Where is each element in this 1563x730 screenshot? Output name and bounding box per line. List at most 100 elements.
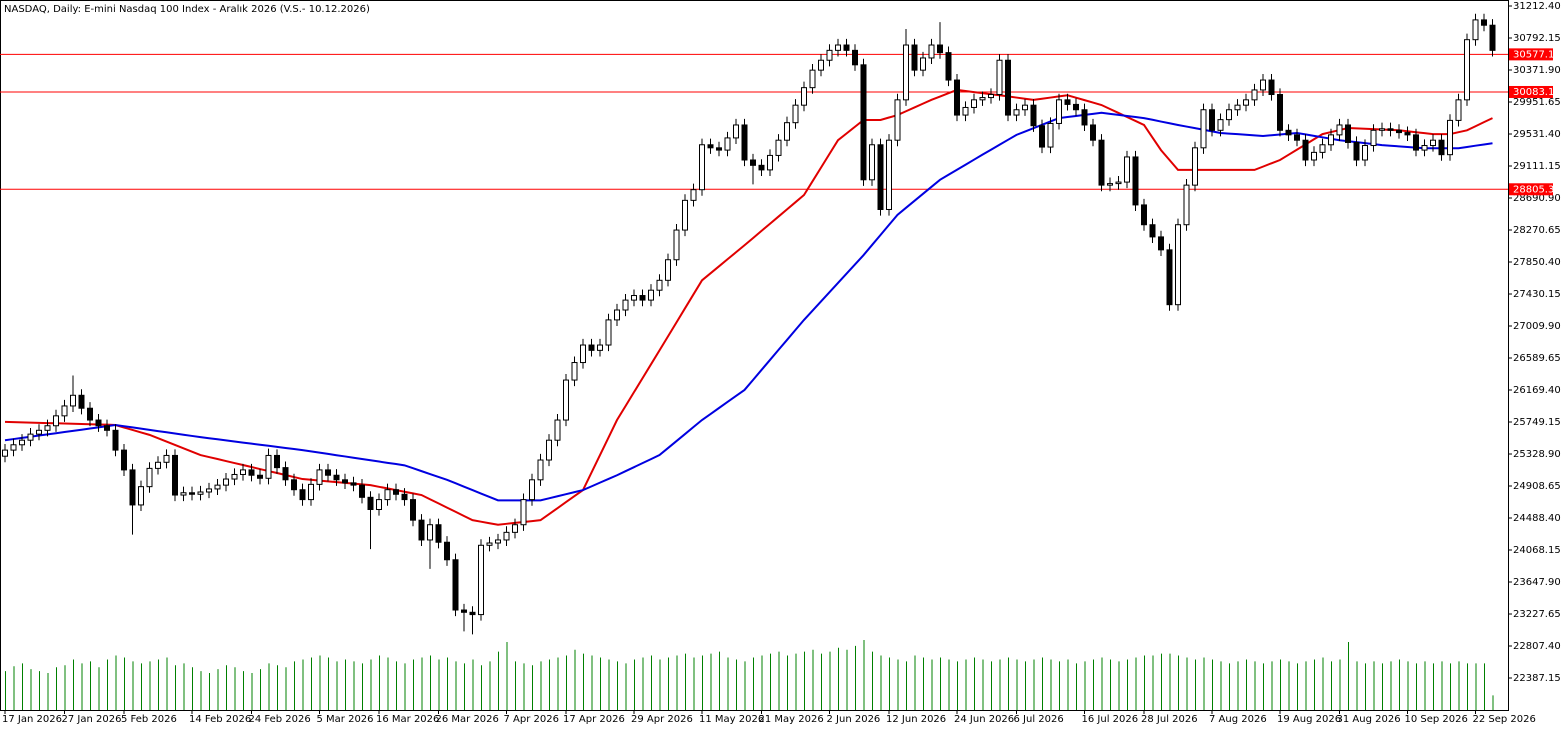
candle-body	[588, 344, 595, 351]
candle-body	[172, 454, 178, 496]
candle-body	[1192, 147, 1198, 186]
x-tick-label: 21 May 2026	[759, 714, 824, 725]
candle-body	[1047, 122, 1054, 148]
candle-body	[240, 469, 246, 475]
candle-body	[1353, 141, 1360, 161]
candle-body	[988, 94, 994, 99]
candle-body	[631, 295, 637, 301]
y-tick-label: 26589.65	[1513, 353, 1561, 364]
candle-body	[1430, 139, 1436, 147]
candle-body	[1260, 79, 1266, 91]
candle-body	[1141, 204, 1147, 226]
candle-body	[673, 229, 680, 261]
y-tick-label: 29951.65	[1513, 97, 1561, 108]
level-label-box	[1509, 48, 1553, 61]
candle-body	[129, 469, 136, 506]
candle-body	[1175, 224, 1181, 306]
candle-body	[1226, 109, 1232, 121]
candle-body	[1115, 181, 1122, 185]
candle-body	[1285, 129, 1292, 136]
candle-body	[877, 144, 884, 210]
candle-body	[945, 52, 952, 81]
candle-body	[894, 99, 901, 141]
candle-body	[928, 44, 935, 59]
candle-body	[461, 609, 467, 613]
y-tick-label: 27850.40	[1513, 257, 1561, 268]
candle-body	[1056, 99, 1062, 124]
candle-body	[1413, 134, 1419, 151]
x-tick-label: 24 Jun 2026	[954, 714, 1014, 725]
candle-body	[1370, 129, 1377, 147]
candle-body	[1022, 104, 1028, 111]
candle-body	[469, 611, 476, 616]
candle-body	[818, 59, 824, 71]
candle-body	[1387, 128, 1394, 131]
candle-body	[291, 479, 297, 491]
candle-body	[716, 147, 722, 151]
candle-body	[316, 469, 323, 485]
y-tick-label: 22387.15	[1513, 673, 1561, 684]
level-label: 30083.18	[1513, 87, 1561, 98]
candle-body	[937, 44, 943, 54]
x-tick-label: 7 Aug 2026	[1209, 714, 1267, 725]
candle-body	[1438, 139, 1445, 156]
candle-body	[580, 344, 586, 364]
candle-body	[809, 69, 816, 89]
candle-body	[801, 87, 807, 106]
x-tick-label: 17 Apr 2026	[563, 714, 625, 725]
candle-body	[121, 449, 127, 471]
x-tick-label: 16 Jul 2026	[1082, 714, 1139, 725]
candle-body	[350, 482, 357, 486]
candle-body	[605, 319, 612, 346]
candle-body	[784, 122, 790, 141]
candle-body	[1472, 19, 1479, 41]
candle-body	[257, 474, 263, 479]
y-tick-label: 29531.40	[1513, 129, 1561, 140]
candle-body	[299, 489, 306, 501]
x-tick-label: 5 Mar 2026	[317, 714, 374, 725]
candle-body	[1464, 39, 1470, 101]
candle-body	[1328, 134, 1334, 146]
candle-body	[401, 493, 408, 501]
candle-body	[495, 539, 501, 544]
candle-body	[333, 474, 340, 481]
candle-body	[1124, 156, 1130, 183]
y-tick-label: 24908.65	[1513, 481, 1561, 492]
candle-body	[1251, 89, 1258, 101]
x-tick-label: 10 Sep 2026	[1405, 714, 1468, 725]
level-label: 28805.36	[1513, 184, 1561, 195]
x-tick-label: 17 Jan 2026	[2, 714, 62, 725]
level-label: 30577.16	[1513, 49, 1561, 60]
candle-body	[979, 97, 986, 101]
candle-body	[614, 309, 620, 321]
candle-body	[367, 496, 374, 511]
level-label-box	[1509, 85, 1553, 98]
candle-body	[775, 139, 782, 156]
candle-body	[1064, 99, 1071, 105]
candle-body	[393, 489, 399, 495]
candle-body	[962, 106, 969, 116]
candle-body	[1209, 109, 1215, 131]
candle-body	[1073, 103, 1079, 111]
y-tick-label: 25328.90	[1513, 449, 1561, 460]
candle-body	[903, 44, 909, 101]
candle-body	[733, 124, 739, 139]
candle-body	[920, 57, 926, 71]
candle-body	[452, 559, 459, 611]
candle-body	[1302, 139, 1309, 161]
candle-body	[1107, 183, 1113, 186]
x-tick-label: 31 Aug 2026	[1337, 714, 1401, 725]
candle-body	[146, 467, 153, 488]
candle-body	[95, 419, 102, 427]
candle-body	[478, 544, 484, 616]
candle-body	[27, 433, 34, 441]
y-tick-label: 26169.40	[1513, 385, 1561, 396]
y-tick-label: 28690.90	[1513, 193, 1561, 204]
x-tick-label: 29 Apr 2026	[631, 714, 693, 725]
candle-body	[860, 64, 867, 181]
candle-body	[869, 144, 875, 181]
x-tick-label: 5 Feb 2026	[121, 714, 177, 725]
candle-body	[1277, 94, 1283, 131]
y-tick-label: 30792.15	[1513, 33, 1561, 44]
candle-body	[554, 419, 561, 441]
